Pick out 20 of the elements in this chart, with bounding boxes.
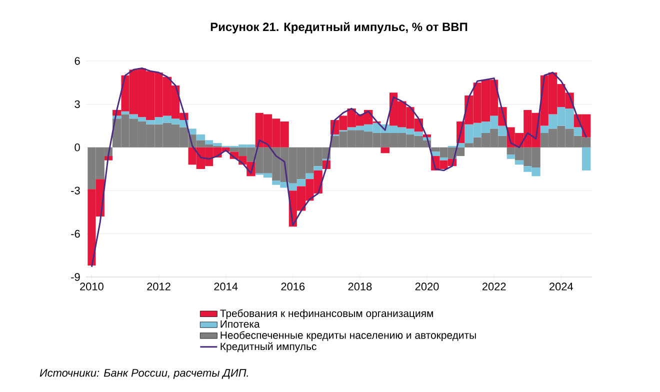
x-tick-label: 2016 [281, 282, 305, 290]
y-tick-label: -6 [71, 230, 80, 238]
x-tick-label: 2010 [80, 282, 104, 290]
y-tick-label: 0 [74, 144, 80, 152]
y-tick-label: -9 [71, 273, 80, 281]
y-tick-label: -3 [71, 186, 80, 194]
x-tick-label: 2024 [550, 282, 574, 290]
legend-label: Кредитный импульс [220, 342, 316, 352]
text: Источники: Банк России, расчеты ДИП. [40, 369, 248, 379]
x-tick-label: 2012 [147, 282, 170, 290]
legend-label: Необеспеченные кредиты населению и автокредиты [220, 331, 476, 341]
legend-label: Ипотека [220, 320, 260, 328]
x-tick-label: 2014 [214, 282, 238, 290]
legend-label: Требования к нефинансовым организациям [220, 309, 433, 320]
x-tick-label: 2018 [348, 282, 372, 290]
y-tick-label: 3 [74, 100, 80, 108]
x-tick-label: 2022 [482, 282, 506, 290]
chart-title: Рисунок 21. Кредитный импульс, % от ВВП [210, 22, 468, 34]
y-tick-label: 6 [74, 57, 80, 65]
x-tick-label: 2020 [415, 282, 439, 290]
